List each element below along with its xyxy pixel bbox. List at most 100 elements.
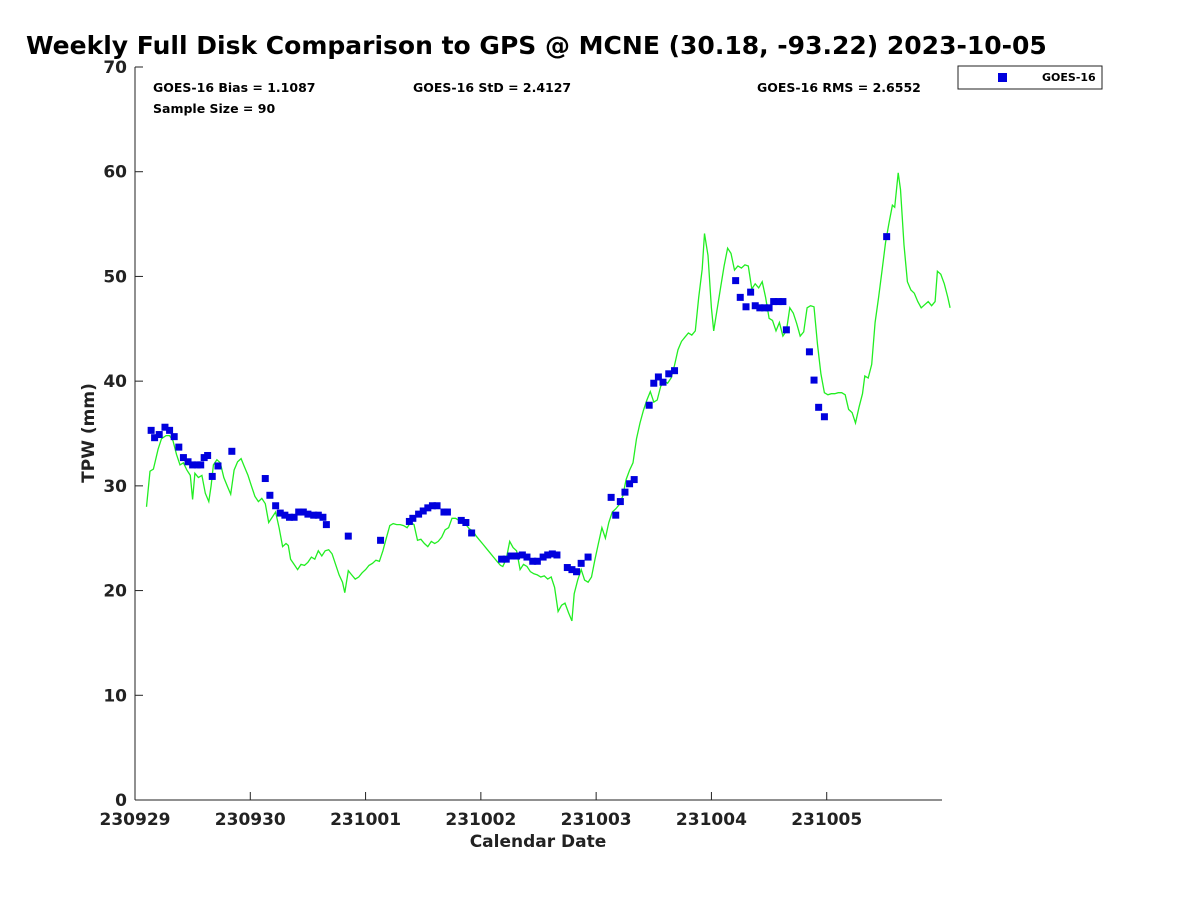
goes-16-point xyxy=(170,433,178,441)
x-tick-label: 230929 xyxy=(100,810,171,830)
goes-16-point xyxy=(584,553,592,561)
y-tick-label: 30 xyxy=(103,477,127,497)
goes-16-point xyxy=(815,403,823,411)
plot-area: 0 10 20 30 40 50 60 70 230929 230930 231001 231002… xyxy=(100,58,951,830)
goes-16-point xyxy=(533,557,541,565)
goes-16-point xyxy=(736,293,744,301)
goes-16-point xyxy=(228,447,236,455)
goes-16-point xyxy=(155,431,163,439)
goes-16-point xyxy=(563,564,571,572)
goes-16-point xyxy=(377,536,385,544)
goes-16-point xyxy=(548,550,556,558)
goes-16-point xyxy=(779,298,787,306)
goes-16-point xyxy=(507,552,515,560)
goes-16-point xyxy=(573,568,581,576)
y-tick-label: 0 xyxy=(115,791,127,811)
goes-16-point xyxy=(529,557,537,565)
gps-series xyxy=(145,172,951,622)
goes-16-point xyxy=(553,551,561,559)
goes-16-point xyxy=(409,514,417,522)
goes-16-point xyxy=(654,373,662,381)
legend: GOES-16 xyxy=(957,65,1103,90)
goes-16-series xyxy=(147,233,891,576)
goes-16-point xyxy=(214,462,222,470)
goes-16-point xyxy=(208,472,216,480)
goes-16-point xyxy=(344,532,352,540)
x-tick-label: 231004 xyxy=(676,810,747,830)
goes-16-point xyxy=(498,555,506,563)
legend-label-goes-16: GOES-16 xyxy=(1042,71,1096,84)
rms-stat: GOES-16 RMS = 2.6552 xyxy=(757,80,921,95)
y-tick-label: 50 xyxy=(103,267,127,287)
goes-16-point xyxy=(770,298,778,306)
goes-16-point xyxy=(751,302,759,310)
goes-16-point xyxy=(322,521,330,529)
y-tick-label: 10 xyxy=(103,686,127,706)
goes-16-point xyxy=(184,458,192,466)
goes-16-point xyxy=(612,511,620,519)
goes-16-point xyxy=(782,326,790,334)
x-tick-label: 230930 xyxy=(215,810,286,830)
goes-16-point xyxy=(523,553,531,561)
y-tick-label: 20 xyxy=(103,582,127,602)
goes-16-point xyxy=(518,551,526,559)
goes-16-point xyxy=(765,304,773,312)
goes-16-point xyxy=(462,519,470,527)
gps-series-line xyxy=(145,172,951,622)
goes-16-point xyxy=(189,461,197,469)
y-axis-ticks: 0 10 20 30 40 50 60 70 xyxy=(103,58,143,811)
goes-16-point xyxy=(197,461,205,469)
y-axis-label: TPW (mm) xyxy=(79,383,99,483)
goes-16-point xyxy=(295,508,303,516)
y-tick-label: 70 xyxy=(103,58,127,78)
goes-16-point xyxy=(645,401,653,409)
goes-16-point xyxy=(290,513,298,521)
goes-16-point xyxy=(319,513,327,521)
goes-16-point xyxy=(513,552,521,560)
goes-16-point xyxy=(424,504,432,512)
goes-16-point xyxy=(314,511,322,519)
goes-16-point xyxy=(607,493,615,501)
y-tick-label: 40 xyxy=(103,372,127,392)
goes-16-point xyxy=(732,277,740,285)
goes-16-point xyxy=(304,510,312,518)
x-tick-label: 231003 xyxy=(561,810,632,830)
goes-16-point xyxy=(774,298,782,306)
goes-16-point xyxy=(468,529,476,537)
goes-16-point xyxy=(810,376,818,384)
goes-16-point xyxy=(175,443,183,451)
goes-16-point xyxy=(568,566,576,574)
goes-16-point xyxy=(630,476,638,484)
goes-16-point xyxy=(616,498,624,506)
goes-16-point xyxy=(276,509,284,517)
goes-16-point xyxy=(671,367,679,375)
goes-16-point xyxy=(760,304,768,312)
goes-16-point xyxy=(659,378,667,386)
goes-16-point xyxy=(151,434,159,442)
chart-title: Weekly Full Disk Comparison to GPS @ MCN… xyxy=(26,31,1047,60)
goes-16-point xyxy=(419,507,427,515)
goes-16-point xyxy=(883,233,891,241)
goes-16-point xyxy=(266,491,274,499)
goes-16-point xyxy=(502,555,510,563)
goes-16-point xyxy=(756,304,764,312)
goes-16-point xyxy=(443,508,451,516)
goes-16-point xyxy=(665,370,673,378)
y-tick-label: 60 xyxy=(103,163,127,183)
x-tick-label: 231002 xyxy=(445,810,516,830)
goes-16-point xyxy=(204,451,212,459)
goes-16-point xyxy=(261,475,269,483)
std-stat: GOES-16 StD = 2.4127 xyxy=(413,80,571,95)
x-axis-label: Calendar Date xyxy=(470,832,607,852)
goes-16-point xyxy=(285,513,293,521)
sample-size-stat: Sample Size = 90 xyxy=(153,101,275,116)
goes-16-point xyxy=(650,379,658,387)
goes-16-point xyxy=(747,288,755,296)
goes-16-point xyxy=(415,510,423,518)
goes-16-point xyxy=(621,488,629,496)
goes-16-point xyxy=(626,480,634,488)
goes-16-point xyxy=(147,426,155,434)
goes-16-point xyxy=(544,551,552,559)
